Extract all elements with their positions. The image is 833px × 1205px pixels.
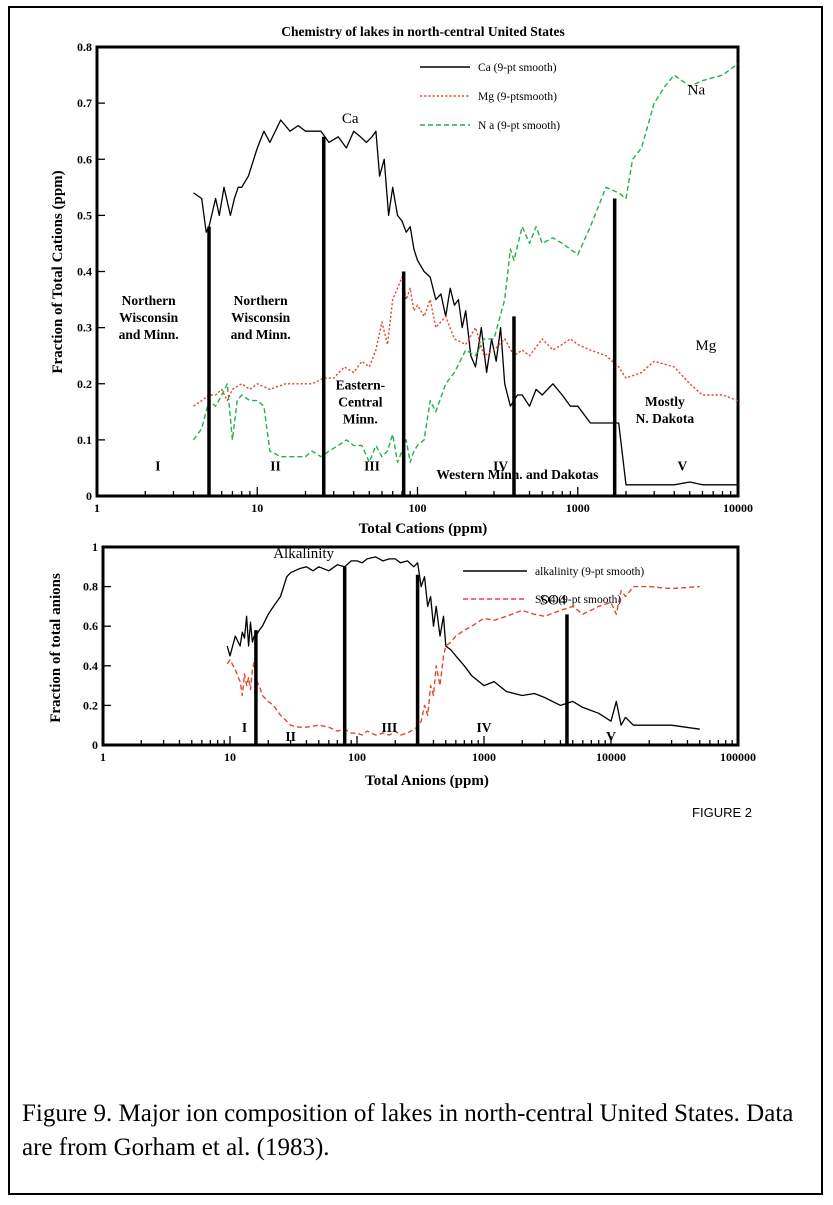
chart1-series-label: Na xyxy=(688,83,706,99)
chart1-region-label: Western Minn. and Dakotas xyxy=(436,467,598,482)
chart1-region-label: Wisconsin xyxy=(231,310,291,325)
chart2-y-tick-label: 0.8 xyxy=(83,580,98,594)
chart1-y-tick-label: 0.1 xyxy=(77,433,92,447)
chart2-series-label: SO4 xyxy=(540,592,567,608)
figure-frame xyxy=(8,6,823,1195)
chart1-y-tick-label: 0.6 xyxy=(77,152,92,166)
chart1-x-tick-label: 100 xyxy=(409,501,427,515)
chart1-legend-entry-ca: Ca (9-pt smooth) xyxy=(478,62,557,74)
chart1-title: Chemistry of lakes in north-central Unit… xyxy=(281,24,564,39)
chart2-y-axis-label: Fraction of total anions xyxy=(48,573,64,723)
figure-caption: Figure 9. Major ion composition of lakes… xyxy=(22,1100,794,1161)
chart1-zone-numeral: V xyxy=(678,459,688,474)
chart2-zone-numeral: I xyxy=(242,720,247,735)
chart1-series-label: Mg xyxy=(695,338,716,354)
chart2-x-tick-label: 10000 xyxy=(596,750,626,764)
chart2-y-tick-label: 0 xyxy=(92,738,98,752)
chart1-region-label: N. Dakota xyxy=(636,411,695,426)
chart2-zone-numeral: II xyxy=(285,729,296,744)
chart2-x-tick-label: 100 xyxy=(348,750,366,764)
chart1-y-tick-label: 0 xyxy=(86,489,92,503)
chart2-series-label: Alkalinity xyxy=(273,546,334,562)
chart1-x-tick-label: 10000 xyxy=(723,501,753,515)
chart2-legend-entry-alkalinity: alkalinity (9-pt smooth) xyxy=(535,566,644,578)
chart1-region-label: and Minn. xyxy=(231,327,291,342)
chart1-zone-numeral: IV xyxy=(493,459,508,474)
chart1-x-tick-label: 1 xyxy=(94,501,100,515)
chart2-y-tick-label: 1 xyxy=(92,540,98,554)
chart1-zone-numeral: III xyxy=(364,459,380,474)
chart2-x-axis-label: Total Anions (ppm) xyxy=(365,773,489,789)
chart1-x-axis-label: Total Cations (ppm) xyxy=(359,521,488,537)
chart2-y-tick-label: 0.2 xyxy=(83,698,98,712)
chart2-zone-numeral: III xyxy=(382,720,398,735)
chart1-y-tick-label: 0.4 xyxy=(77,265,92,279)
chart1-y-tick-label: 0.2 xyxy=(77,377,92,391)
chart1-legend-entry-na: N a (9-pt smooth) xyxy=(478,120,560,132)
chart2-x-tick-label: 10 xyxy=(224,750,236,764)
chart1-region-label: Central xyxy=(338,394,382,409)
chart2-x-tick-label: 1000 xyxy=(472,750,496,764)
chart2-x-tick-label: 100000 xyxy=(720,750,756,764)
chart1-series-na-line xyxy=(192,63,739,463)
chart1-region-label: Minn. xyxy=(343,411,378,426)
chart1-zone-numeral: II xyxy=(270,459,281,474)
chart2-y-tick-label: 0.4 xyxy=(83,659,98,673)
chart1-y-tick-label: 0.5 xyxy=(77,208,92,222)
chart1-series-ca-line xyxy=(193,119,738,486)
chart1-series-label: Ca xyxy=(342,111,359,127)
chart1-y-axis-label: Fraction of Total Cations (ppm) xyxy=(50,170,66,373)
figure-tag: FIGURE 2 xyxy=(692,805,752,820)
chart1-x-tick-label: 1000 xyxy=(566,501,590,515)
chart1-region-label: Northern xyxy=(122,293,176,308)
chart2-zone-numeral: IV xyxy=(476,720,491,735)
chart2-series-alkalinity-line xyxy=(226,556,700,730)
chart1-plot-area xyxy=(95,45,740,498)
chart1-zone-numeral: I xyxy=(155,459,160,474)
chart1-x-tick-label: 10 xyxy=(251,501,263,515)
chart1-region-label: Northern xyxy=(234,293,288,308)
chart2-x-tick-label: 1 xyxy=(100,750,106,764)
chart1-region-label: Eastern- xyxy=(336,377,386,392)
chart1-legend-entry-mg: Mg (9-ptsmooth) xyxy=(478,91,557,103)
chart1-region-label: Wisconsin xyxy=(119,310,179,325)
chart1-y-tick-label: 0.7 xyxy=(77,96,92,110)
chart2-zone-numeral: V xyxy=(606,729,616,744)
chart1-y-tick-label: 0.3 xyxy=(77,321,92,335)
chart2-series-so4-line xyxy=(226,585,700,736)
chart1-y-tick-label: 0.8 xyxy=(77,40,92,54)
chart2-plot-area xyxy=(101,545,740,747)
chart2-y-tick-label: 0.6 xyxy=(83,619,98,633)
chart1-region-label: and Minn. xyxy=(119,327,179,342)
chart1-region-label: Mostly xyxy=(645,394,685,409)
chart1-series-mg-line xyxy=(193,276,739,407)
chart2-legend-entry-so4: SO4 (9-pt smooth) xyxy=(535,594,621,606)
